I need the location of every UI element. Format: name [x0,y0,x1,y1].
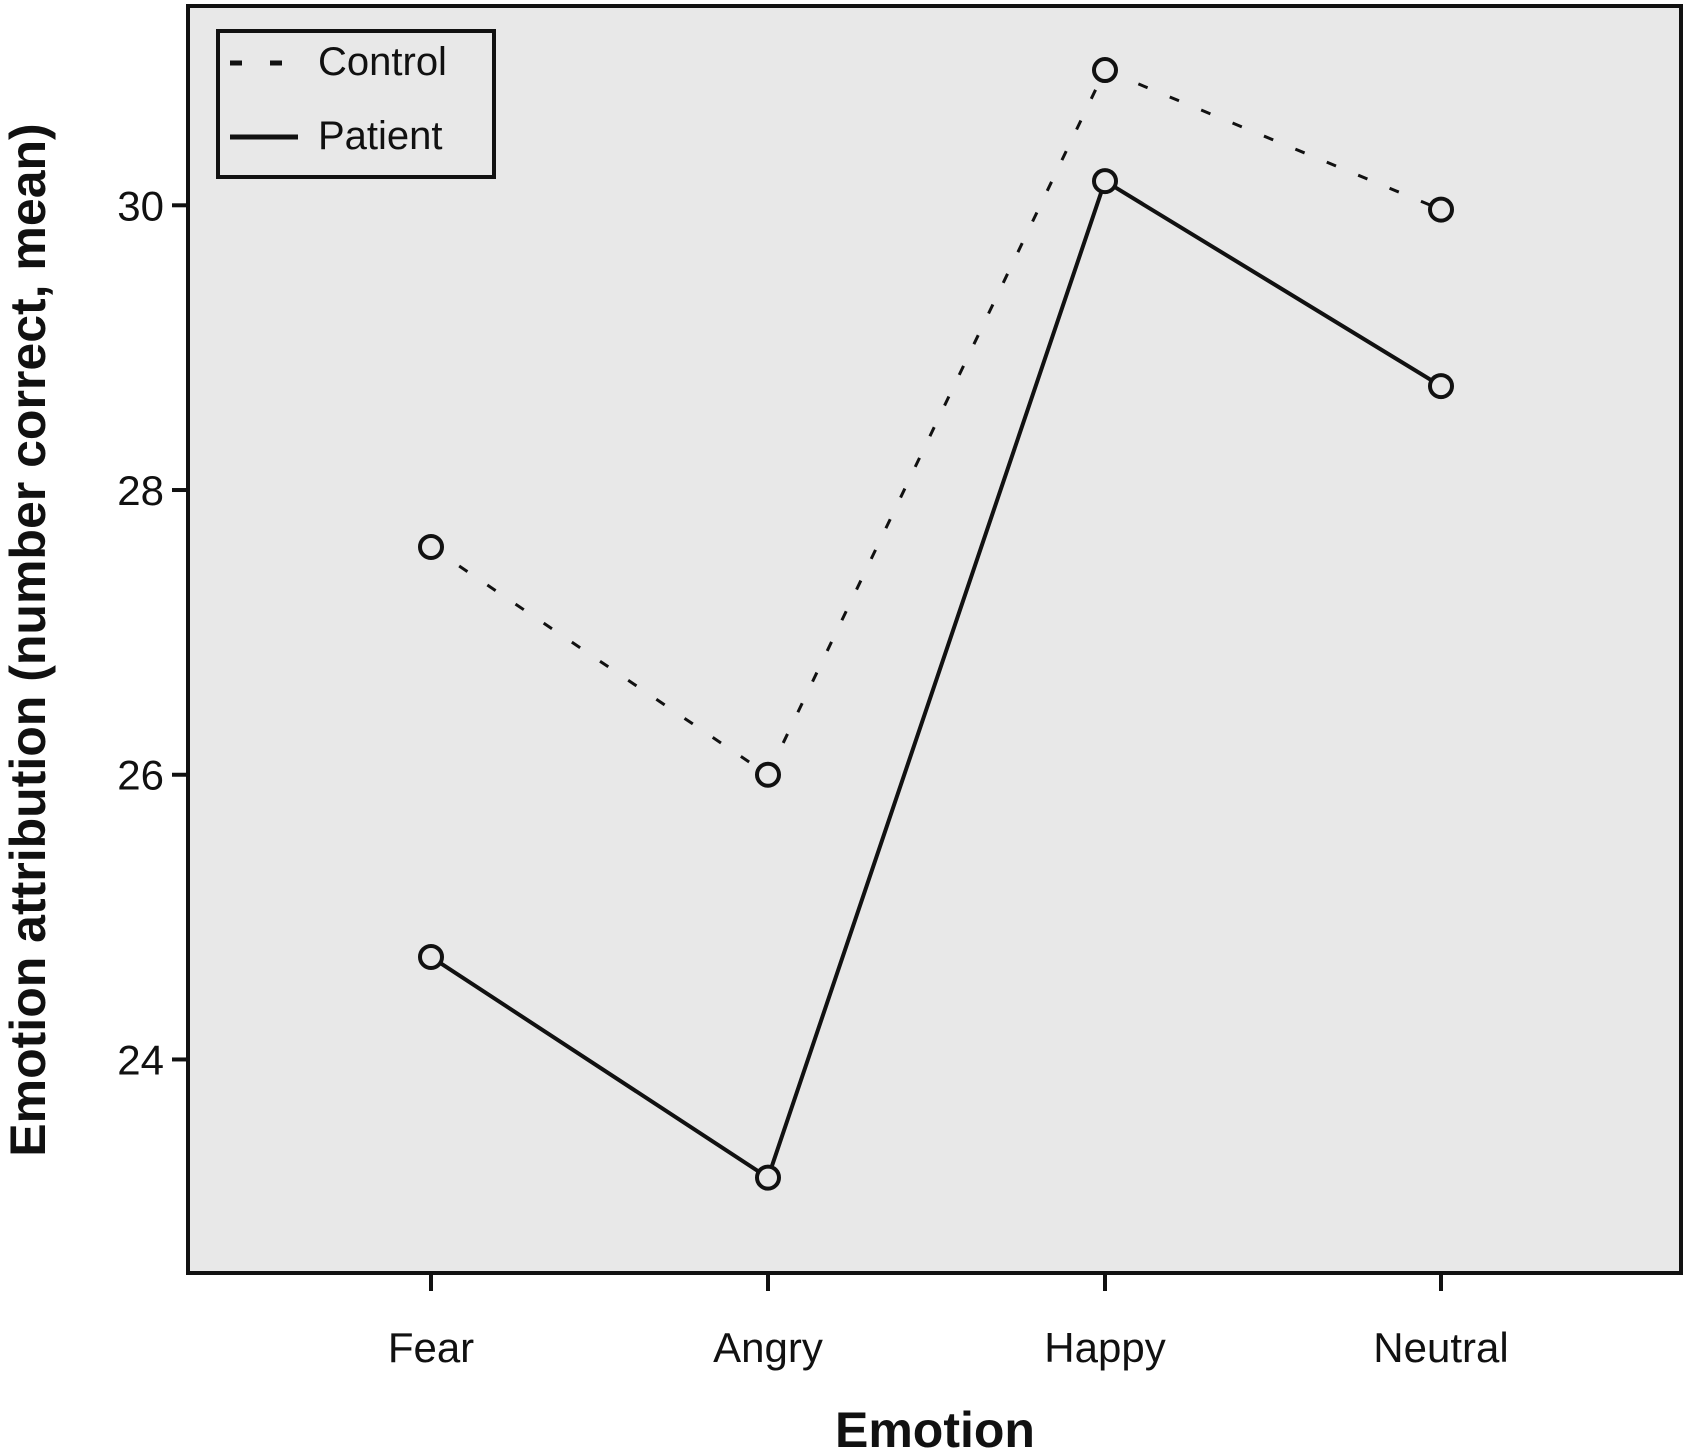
legend: Control Patient [216,29,496,179]
data-point-patient [1428,373,1454,400]
series-layer [418,57,1454,1191]
x-tick-label: Happy [1044,1324,1165,1371]
y-axis-title: Emotion attribution (number correct, mea… [0,123,56,1156]
y-tick-label: 28 [117,467,164,514]
data-point-control [418,533,444,560]
y-axis: 24 26 28 30 [117,182,188,1083]
data-point-patient [755,1164,781,1191]
plot-area [186,4,1683,1275]
y-tick-label: 26 [117,752,164,799]
legend-label-control: Control [318,40,447,84]
data-point-patient [418,943,444,970]
x-tick-label: Neutral [1373,1324,1508,1371]
x-tick-label: Angry [713,1324,823,1371]
y-tick-label: 30 [117,182,164,229]
legend-label-patient: Patient [318,114,443,158]
data-point-control [755,761,781,788]
data-point-control [1092,57,1118,84]
y-tick-label: 24 [117,1036,164,1083]
x-tick-label: Fear [388,1324,474,1371]
legend-box [216,29,496,179]
series-line-patient [429,178,1443,1181]
data-point-control [1428,196,1454,223]
x-axis: Fear Angry Happy Neutral [388,1273,1509,1371]
series-line-control [430,68,1442,777]
x-axis-title: Emotion [835,1402,1035,1455]
data-point-patient [1092,168,1118,195]
